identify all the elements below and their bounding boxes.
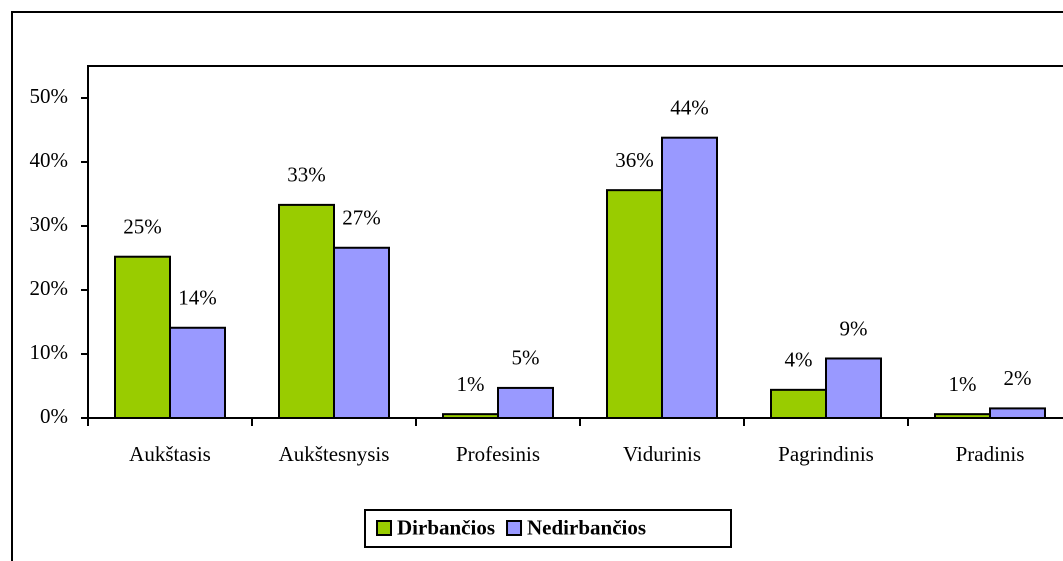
data-label: 5% xyxy=(512,346,540,370)
legend-text: Dirbančios xyxy=(397,515,495,539)
y-tick-label: 10% xyxy=(30,340,69,364)
plot-frame xyxy=(87,65,1063,418)
data-label: 2% xyxy=(1004,366,1032,390)
data-label: 1% xyxy=(457,372,485,396)
bar xyxy=(825,357,882,420)
bar xyxy=(606,189,663,419)
data-label: 44% xyxy=(670,95,709,119)
bar xyxy=(442,413,499,420)
data-label: 33% xyxy=(287,163,326,187)
bar xyxy=(497,386,554,420)
data-label: 9% xyxy=(840,316,868,340)
data-label: 25% xyxy=(123,215,162,239)
bar xyxy=(333,246,390,419)
y-tick-label: 0% xyxy=(40,404,68,428)
data-label: 4% xyxy=(785,348,813,372)
y-tick-label: 30% xyxy=(30,212,69,236)
bar xyxy=(114,255,171,419)
x-tick-label: Vidurinis xyxy=(623,442,701,466)
bar xyxy=(934,413,991,420)
bar xyxy=(278,203,335,419)
data-label: 14% xyxy=(178,286,217,310)
data-label: 27% xyxy=(342,206,381,230)
bar xyxy=(169,326,226,420)
bar xyxy=(661,136,718,419)
x-tick-label: Aukštesnysis xyxy=(279,442,390,466)
legend-box xyxy=(364,509,732,548)
bar xyxy=(770,388,827,419)
x-tick-label: Profesinis xyxy=(456,442,540,466)
bar xyxy=(989,407,1046,419)
legend-swatch xyxy=(506,520,523,536)
y-tick-label: 40% xyxy=(30,148,69,172)
x-tick-label: Pradinis xyxy=(956,442,1025,466)
data-label: 36% xyxy=(615,148,654,172)
y-tick-label: 20% xyxy=(30,276,69,300)
x-tick-label: Pagrindinis xyxy=(778,442,874,466)
legend-swatch xyxy=(376,520,392,536)
legend-text: Nedirbančios xyxy=(527,515,646,539)
x-tick-label: Aukštasis xyxy=(129,442,211,466)
data-label: 1% xyxy=(949,372,977,396)
chart-frame xyxy=(11,11,1063,561)
y-tick-label: 50% xyxy=(30,84,69,108)
